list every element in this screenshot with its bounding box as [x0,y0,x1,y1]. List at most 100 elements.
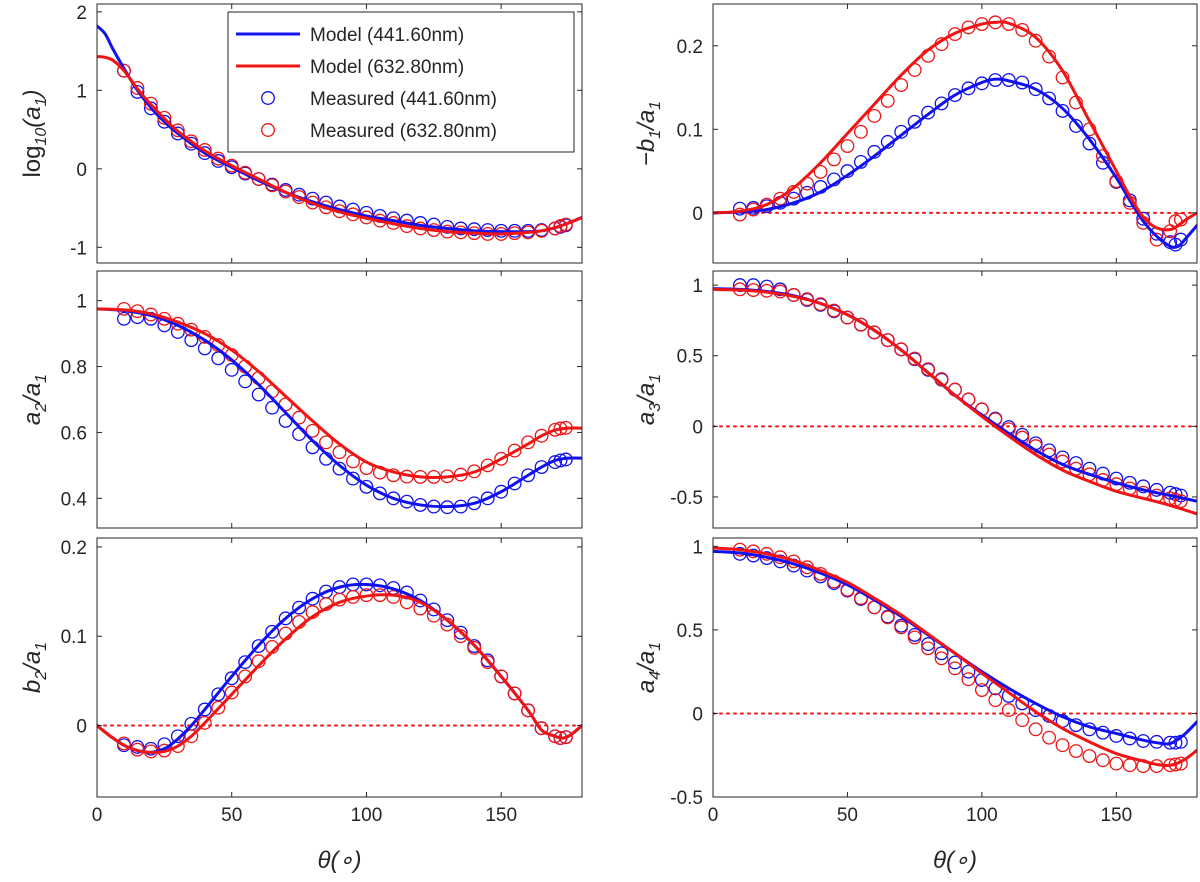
data-point [1136,479,1151,494]
legend-marker-swatch [261,123,275,137]
panel-b2: 0 50 100 150 0 0.1 0.2 b2/a1 θ(∘) [19,537,583,874]
data-point [1015,713,1030,728]
plot-area [97,271,582,528]
label-text: b [19,680,46,693]
data-point [732,207,747,222]
series-line [713,77,1197,249]
data-point [480,458,495,473]
data-point [292,410,307,425]
data-point [130,81,145,95]
data-point [1095,753,1110,768]
data-point [1028,33,1043,48]
y-axis-label: a2/a1 [19,374,50,425]
data-point [948,661,962,676]
data-point [346,471,360,486]
data-point [553,219,568,234]
data-point [1149,482,1164,497]
axes-frame [96,3,583,264]
data-point [907,114,922,129]
label-text: (a [19,106,46,127]
label-subscript: 3 [647,403,664,412]
data-point [934,646,949,661]
y-tick-label: 0.1 [61,627,87,648]
data-point [426,602,441,617]
data-point [880,93,895,108]
y-tick-label: 0 [76,717,87,738]
label-text: log [19,146,46,178]
data-point [467,464,482,479]
data-point [238,669,253,684]
legend: Model (441.60nm) Model (632.80nm) Measured… [227,11,575,153]
x-tick-label: 50 [221,805,242,826]
data-point [548,729,563,744]
data-point [1136,211,1151,226]
data-point [880,333,895,348]
data-point [961,672,976,687]
legend-label: Measured (632.80nm) [310,121,497,142]
label-subscript: 1 [647,642,664,651]
data-point [453,625,468,640]
y-tick-label: 1 [76,292,87,313]
plot-area [713,271,1197,528]
data-point [1149,232,1164,247]
axes-frame [712,3,1198,264]
series-line [97,55,582,236]
label-text: a [19,412,46,425]
data-point [278,611,293,626]
legend-label: Model (632.80nm) [310,57,464,78]
data-point [786,191,801,206]
data-point [440,613,455,628]
series-line [97,593,582,754]
data-point [399,595,414,610]
data-point [467,640,482,655]
plot-content [97,301,582,515]
data-point [480,491,495,506]
data-point [211,687,226,702]
data-point [224,671,239,686]
data-point [170,123,185,138]
label-subscript: 1 [647,130,664,139]
data-point [197,715,212,730]
data-point [1042,91,1057,106]
data-point [1109,471,1124,486]
data-point [170,126,185,141]
series-line [713,20,1197,232]
data-point [974,683,989,698]
plot-content [97,24,582,241]
data-point [170,729,185,744]
data-point [278,184,293,199]
x-axis-label: θ(∘) [317,847,361,874]
data-point [494,484,509,499]
y-tick-label: 0 [692,417,703,438]
data-point [867,109,882,123]
data-point [521,435,536,450]
y-tick-label: 1 [692,276,703,297]
data-point [534,721,549,736]
data-point [359,479,374,494]
data-point [534,460,549,474]
x-tick-label: 0 [92,805,103,826]
data-point [988,693,1003,708]
data-point [961,81,976,96]
label-text: /a [633,383,660,405]
data-point [1055,738,1070,753]
label-text: a [633,680,660,693]
data-point [494,669,509,684]
data-point [372,486,387,501]
data-point [332,445,347,460]
data-point [1069,744,1083,758]
data-point [507,476,522,491]
data-point [507,443,522,458]
x-tick-label: 50 [837,805,858,826]
label-subscript: 2 [33,671,50,681]
data-point [1109,756,1124,771]
data-point [1069,119,1083,133]
plot-content [713,278,1197,516]
data-point [867,325,882,340]
data-point [1055,103,1070,118]
data-point [894,620,909,635]
data-point [494,451,509,466]
y-tick-label: -0.5 [670,788,703,809]
y-tick-label: 0.5 [677,347,703,368]
